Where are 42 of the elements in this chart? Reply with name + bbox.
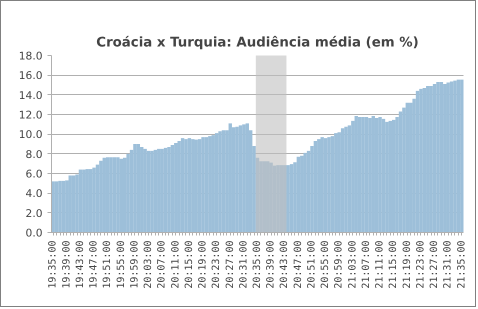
x-tick-label: 20:15:00 [184, 240, 195, 289]
y-tick-label: 16.0 [18, 69, 43, 82]
x-tick-label: 21:03:00 [347, 240, 358, 289]
x-tick-label: 20:31:00 [238, 240, 250, 289]
x-tick-label: 20:39:00 [266, 240, 277, 289]
x-tick-label: 21:11:00 [374, 240, 386, 289]
x-tick-label: 21:31:00 [442, 240, 454, 289]
x-tick-label: 21:15:00 [388, 240, 400, 289]
x-tick-label: 19:35:00 [48, 240, 59, 289]
x-tick-label: 20:43:00 [279, 240, 290, 289]
chart-title: Croácia x Turquia: Audiência média (em %) [96, 36, 419, 50]
y-tick-label: 10.0 [18, 128, 43, 142]
x-tick-label: 20:59:00 [334, 240, 345, 289]
y-tick-label: 0.0 [26, 226, 43, 240]
y-tick-label: 12.0 [18, 108, 43, 122]
x-tick-label: 21:23:00 [415, 240, 426, 289]
x-tick-label: 20:35:00 [252, 240, 263, 289]
x-tick-label: 21:07:00 [360, 240, 372, 289]
x-tick-label: 21:35:00 [456, 240, 468, 289]
x-tick-label: 20:23:00 [211, 240, 222, 289]
x-tick-label: 20:51:00 [306, 240, 318, 289]
y-tick-label: 4.0 [26, 187, 43, 200]
y-tick-label: 18.0 [18, 50, 43, 62]
x-tick-label: 19:47:00 [88, 240, 100, 289]
x-tick-label: 20:55:00 [320, 240, 332, 289]
y-tick-label: 6.0 [26, 168, 43, 180]
x-tick-label: 20:07:00 [156, 240, 168, 289]
x-tick-label: 19:55:00 [116, 240, 127, 289]
y-tick-label: 8.0 [26, 148, 43, 161]
x-tick-label: 20:27:00 [224, 240, 236, 289]
x-tick-label: 19:51:00 [102, 240, 114, 289]
x-tick-label: 20:47:00 [292, 240, 304, 289]
x-tick-label: 19:39:00 [61, 240, 72, 289]
x-tick-label: 20:03:00 [143, 240, 154, 289]
x-tick-label: 19:59:00 [129, 240, 140, 289]
x-tick-label: 20:19:00 [198, 240, 209, 289]
x-tick-label: 21:19:00 [402, 240, 413, 289]
x-tick-label: 19:43:00 [74, 240, 86, 289]
x-tick-label: 21:27:00 [429, 240, 440, 289]
y-tick-label: 14.0 [18, 88, 43, 102]
x-tick-label: 20:11:00 [170, 240, 182, 289]
y-tick-label: 2.0 [26, 206, 43, 220]
